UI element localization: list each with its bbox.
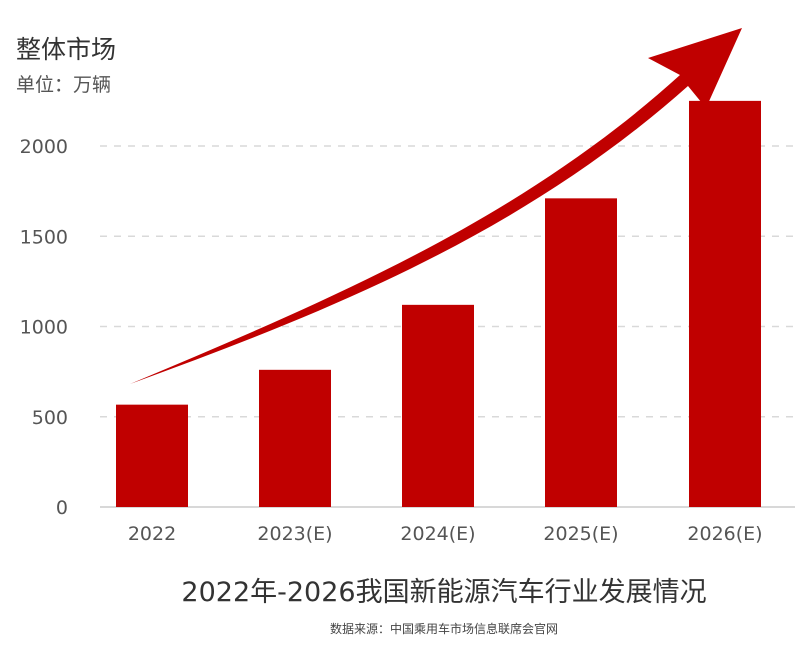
y-tick-label: 1000 — [20, 317, 68, 339]
bar-layer — [116, 100, 761, 507]
chart-title: 2022年-2026我国新能源汽车行业发展情况 — [181, 577, 707, 608]
data-source: 数据来源：中国乘用车市场信息联席会官网 — [329, 622, 558, 636]
x-tick-label: 2024(E) — [400, 523, 475, 545]
y-tick-label: 0 — [56, 497, 68, 519]
bar-2025(E) — [545, 198, 617, 507]
x-tick-layer: 2022 2023(E) 2024(E) 2025(E) 2026(E) — [128, 523, 763, 545]
bar-2024(E) — [402, 304, 474, 507]
bar-2023(E) — [259, 369, 331, 507]
trend-arrow-icon — [130, 28, 742, 384]
y-tick-layer: 0 500 1000 1500 2000 — [20, 136, 68, 519]
x-tick-label: 2023(E) — [257, 523, 332, 545]
y-tick-label: 1500 — [20, 226, 68, 248]
unit-label: 单位：万辆 — [16, 74, 112, 96]
chart-heading: 整体市场 — [16, 35, 117, 64]
y-tick-label: 2000 — [20, 136, 68, 158]
x-tick-label: 2022 — [128, 523, 176, 545]
bar-2022 — [116, 404, 188, 507]
x-tick-label: 2026(E) — [687, 523, 762, 545]
x-tick-label: 2025(E) — [543, 523, 618, 545]
bar-2026(E) — [689, 100, 761, 507]
y-tick-label: 500 — [32, 407, 68, 429]
